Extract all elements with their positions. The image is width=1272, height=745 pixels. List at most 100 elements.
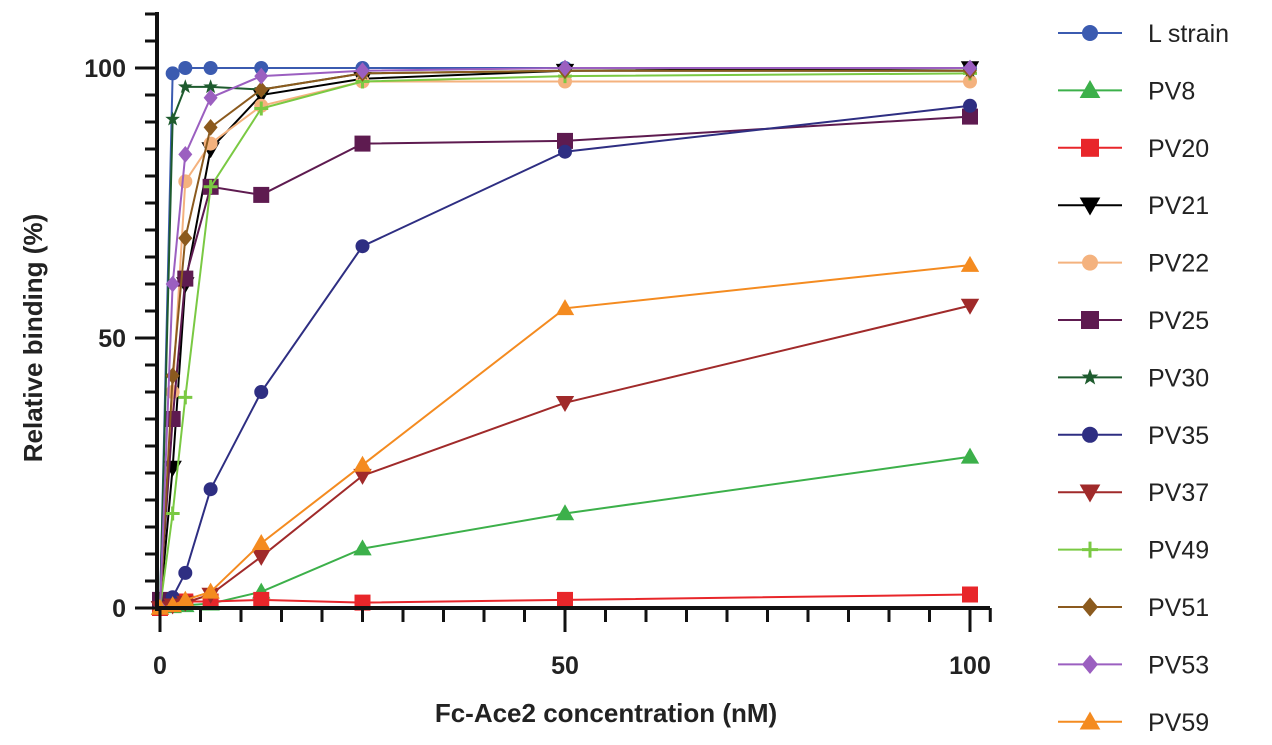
legend-marker — [1082, 597, 1098, 617]
data-point — [558, 144, 572, 159]
data-point — [962, 586, 978, 603]
data-point — [177, 79, 193, 94]
data-point — [203, 79, 218, 94]
data-point — [201, 582, 220, 599]
data-point — [963, 74, 977, 89]
legend-item: L strain — [1058, 20, 1229, 48]
data-point — [203, 61, 218, 75]
data-point — [203, 482, 218, 497]
data-point — [353, 455, 372, 472]
data-point — [176, 590, 195, 607]
legend-label: PV30 — [1148, 364, 1209, 392]
series-line — [159, 455, 971, 609]
y-tick-label: 100 — [84, 55, 126, 83]
legend-item: PV37 — [1058, 479, 1209, 507]
data-point — [165, 66, 180, 81]
data-point — [203, 119, 218, 136]
legend-marker — [1082, 25, 1098, 41]
data-point — [962, 108, 978, 125]
legend-item: PV25 — [1058, 307, 1209, 335]
data-point — [354, 135, 371, 152]
legend-item: PV53 — [1058, 651, 1209, 679]
legend-item: PV8 — [1058, 77, 1195, 105]
y-tick-label: 50 — [98, 325, 126, 353]
legend-label: PV35 — [1148, 422, 1209, 450]
data-point — [165, 506, 180, 521]
legend: L strain PV8 PV20 PV21 PV22 PV25 PV30 PV35 PV37 P… — [1058, 20, 1229, 737]
data-point — [254, 81, 269, 98]
axes: 0 50 100 0 50 100 — [84, 12, 992, 680]
data-point — [557, 591, 573, 608]
series-pv53 — [153, 59, 977, 617]
data-point — [203, 89, 218, 107]
legend-item: PV21 — [1058, 192, 1209, 220]
data-point — [178, 390, 193, 405]
legend-label: PV51 — [1148, 594, 1209, 622]
data-point — [555, 299, 575, 316]
legend-item: PV30 — [1058, 364, 1209, 392]
data-point — [355, 239, 370, 254]
data-point — [558, 59, 572, 77]
legend-label: PV22 — [1148, 250, 1209, 278]
legend-marker — [1079, 484, 1101, 503]
data-point — [555, 396, 575, 412]
x-tick-label: 100 — [949, 652, 991, 680]
data-point — [165, 275, 180, 293]
legend-item: PV35 — [1058, 422, 1209, 450]
y-axis-title: Relative binding (%) — [18, 214, 48, 462]
series-line — [159, 67, 970, 609]
data-point — [960, 298, 980, 315]
legend-item: PV22 — [1058, 250, 1209, 278]
legend-marker — [1079, 197, 1101, 216]
legend-item: PV20 — [1058, 135, 1209, 163]
x-tick-label: 0 — [153, 652, 167, 680]
series-pv8 — [150, 447, 980, 615]
legend-label: PV20 — [1148, 135, 1209, 163]
legend-label: PV59 — [1148, 709, 1209, 737]
series-line — [159, 80, 970, 609]
data-point — [177, 270, 194, 287]
data-point — [252, 549, 271, 566]
data-point — [178, 146, 193, 163]
legend-label: L strain — [1148, 20, 1229, 48]
legend-label: PV21 — [1148, 192, 1209, 220]
data-point — [178, 565, 193, 580]
series-line — [159, 264, 971, 609]
plot-area — [150, 59, 980, 618]
x-tick-label: 50 — [551, 652, 579, 680]
legend-marker — [1081, 138, 1099, 157]
legend-marker — [1082, 541, 1098, 558]
data-point — [178, 61, 193, 75]
data-point — [164, 411, 181, 427]
data-point — [203, 179, 218, 194]
data-point — [254, 385, 269, 399]
legend-marker — [1081, 311, 1099, 329]
data-point — [960, 255, 980, 272]
data-point — [254, 101, 269, 116]
legend-label: PV37 — [1148, 479, 1209, 507]
legend-item: PV51 — [1058, 594, 1209, 622]
data-point — [353, 468, 372, 485]
series-line — [159, 115, 971, 600]
data-point — [253, 186, 270, 203]
legend-marker — [1082, 654, 1098, 674]
data-point — [963, 98, 977, 113]
y-tick-label: 0 — [112, 595, 126, 623]
legend-label: PV25 — [1148, 307, 1209, 335]
data-point — [254, 67, 269, 85]
series-line — [159, 104, 971, 609]
legend-marker — [1079, 711, 1101, 730]
series-line — [159, 304, 971, 609]
data-point — [252, 534, 271, 550]
data-point — [178, 229, 193, 247]
data-point — [960, 447, 980, 464]
series-pv59 — [150, 255, 980, 615]
data-point — [555, 504, 575, 521]
data-point — [165, 111, 180, 126]
legend-marker — [1082, 254, 1098, 271]
legend-item: PV59 — [1058, 709, 1209, 737]
data-point — [353, 539, 372, 556]
series-line — [159, 72, 971, 609]
